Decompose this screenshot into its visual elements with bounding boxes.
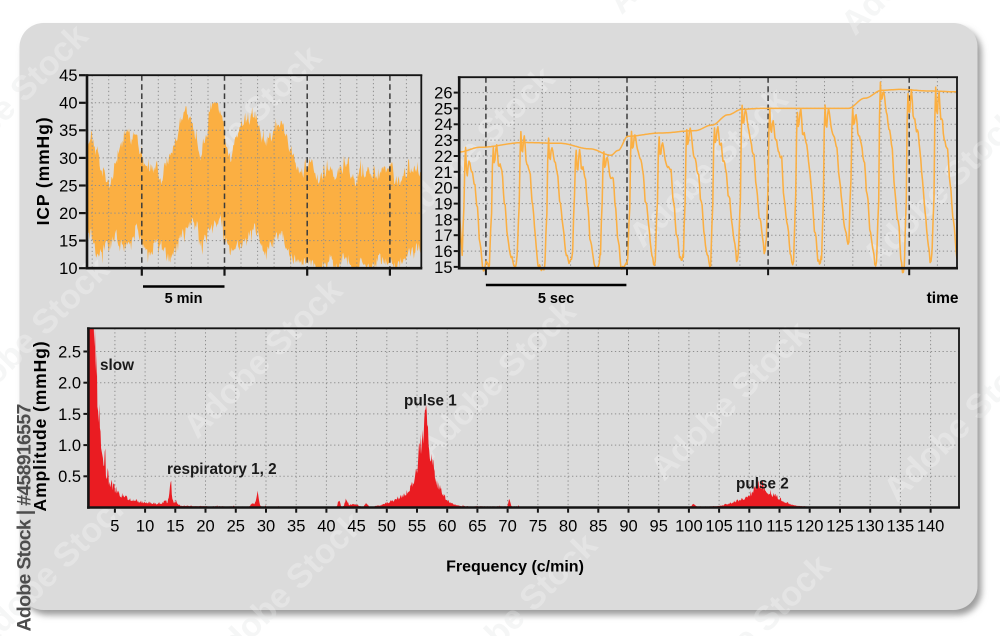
svg-text:75: 75 [529, 518, 547, 536]
svg-text:50: 50 [378, 518, 396, 536]
svg-text:pulse 2: pulse 2 [736, 476, 789, 493]
svg-text:90: 90 [619, 518, 637, 536]
svg-text:5 sec: 5 sec [538, 291, 574, 307]
svg-text:140: 140 [917, 518, 945, 536]
svg-text:respiratory 1, 2: respiratory 1, 2 [167, 461, 277, 478]
svg-text:2.0: 2.0 [58, 375, 81, 393]
svg-text:5 min: 5 min [165, 291, 203, 307]
svg-text:45: 45 [347, 518, 365, 536]
svg-text:20: 20 [196, 518, 214, 536]
svg-text:5: 5 [110, 518, 119, 536]
svg-text:26: 26 [434, 85, 452, 103]
svg-text:20: 20 [434, 180, 452, 198]
svg-text:Amplitude (mmHg): Amplitude (mmHg) [30, 341, 50, 512]
svg-text:ICP (mmHg): ICP (mmHg) [33, 117, 53, 226]
svg-text:25: 25 [59, 177, 77, 195]
svg-text:80: 80 [559, 518, 577, 536]
svg-text:1.0: 1.0 [58, 437, 81, 455]
svg-text:25: 25 [434, 100, 452, 118]
svg-text:135: 135 [887, 518, 915, 536]
svg-text:15: 15 [434, 259, 452, 277]
svg-text:20: 20 [59, 205, 77, 223]
svg-text:85: 85 [589, 518, 607, 536]
svg-text:1.5: 1.5 [58, 406, 81, 424]
svg-text:18: 18 [434, 211, 452, 229]
svg-text:100: 100 [675, 518, 703, 536]
svg-text:55: 55 [408, 518, 426, 536]
svg-text:21: 21 [434, 164, 452, 182]
svg-text:70: 70 [498, 518, 516, 536]
svg-text:15: 15 [166, 518, 184, 536]
svg-text:19: 19 [434, 196, 452, 214]
svg-text:105: 105 [705, 518, 733, 536]
svg-text:40: 40 [59, 95, 77, 113]
svg-text:30: 30 [59, 150, 77, 168]
svg-text:60: 60 [438, 518, 456, 536]
svg-text:115: 115 [766, 518, 792, 536]
svg-text:35: 35 [287, 518, 305, 536]
svg-text:10: 10 [59, 260, 77, 278]
svg-text:25: 25 [227, 518, 245, 536]
svg-text:pulse 1: pulse 1 [404, 393, 457, 410]
svg-text:95: 95 [650, 518, 668, 536]
svg-text:45: 45 [59, 67, 77, 85]
svg-text:17: 17 [434, 227, 452, 245]
svg-text:2.5: 2.5 [58, 343, 81, 361]
svg-text:110: 110 [736, 518, 762, 536]
svg-text:15: 15 [59, 233, 77, 251]
svg-text:30: 30 [257, 518, 275, 536]
svg-text:125: 125 [826, 518, 854, 536]
svg-text:35: 35 [59, 122, 77, 140]
svg-text:Frequency (c/min): Frequency (c/min) [446, 559, 584, 576]
svg-text:120: 120 [796, 518, 824, 536]
svg-text:slow: slow [100, 357, 134, 374]
svg-text:0.5: 0.5 [58, 468, 81, 486]
svg-text:23: 23 [434, 132, 452, 150]
svg-text:40: 40 [317, 518, 335, 536]
svg-text:130: 130 [856, 518, 884, 536]
svg-text:24: 24 [434, 116, 452, 134]
svg-text:10: 10 [136, 518, 154, 536]
svg-text:65: 65 [468, 518, 486, 536]
svg-text:22: 22 [434, 148, 452, 166]
svg-text:16: 16 [434, 243, 452, 261]
svg-text:time: time [927, 290, 959, 307]
svg-text:Adobe Stock | #458916557: Adobe Stock | #458916557 [14, 404, 36, 631]
